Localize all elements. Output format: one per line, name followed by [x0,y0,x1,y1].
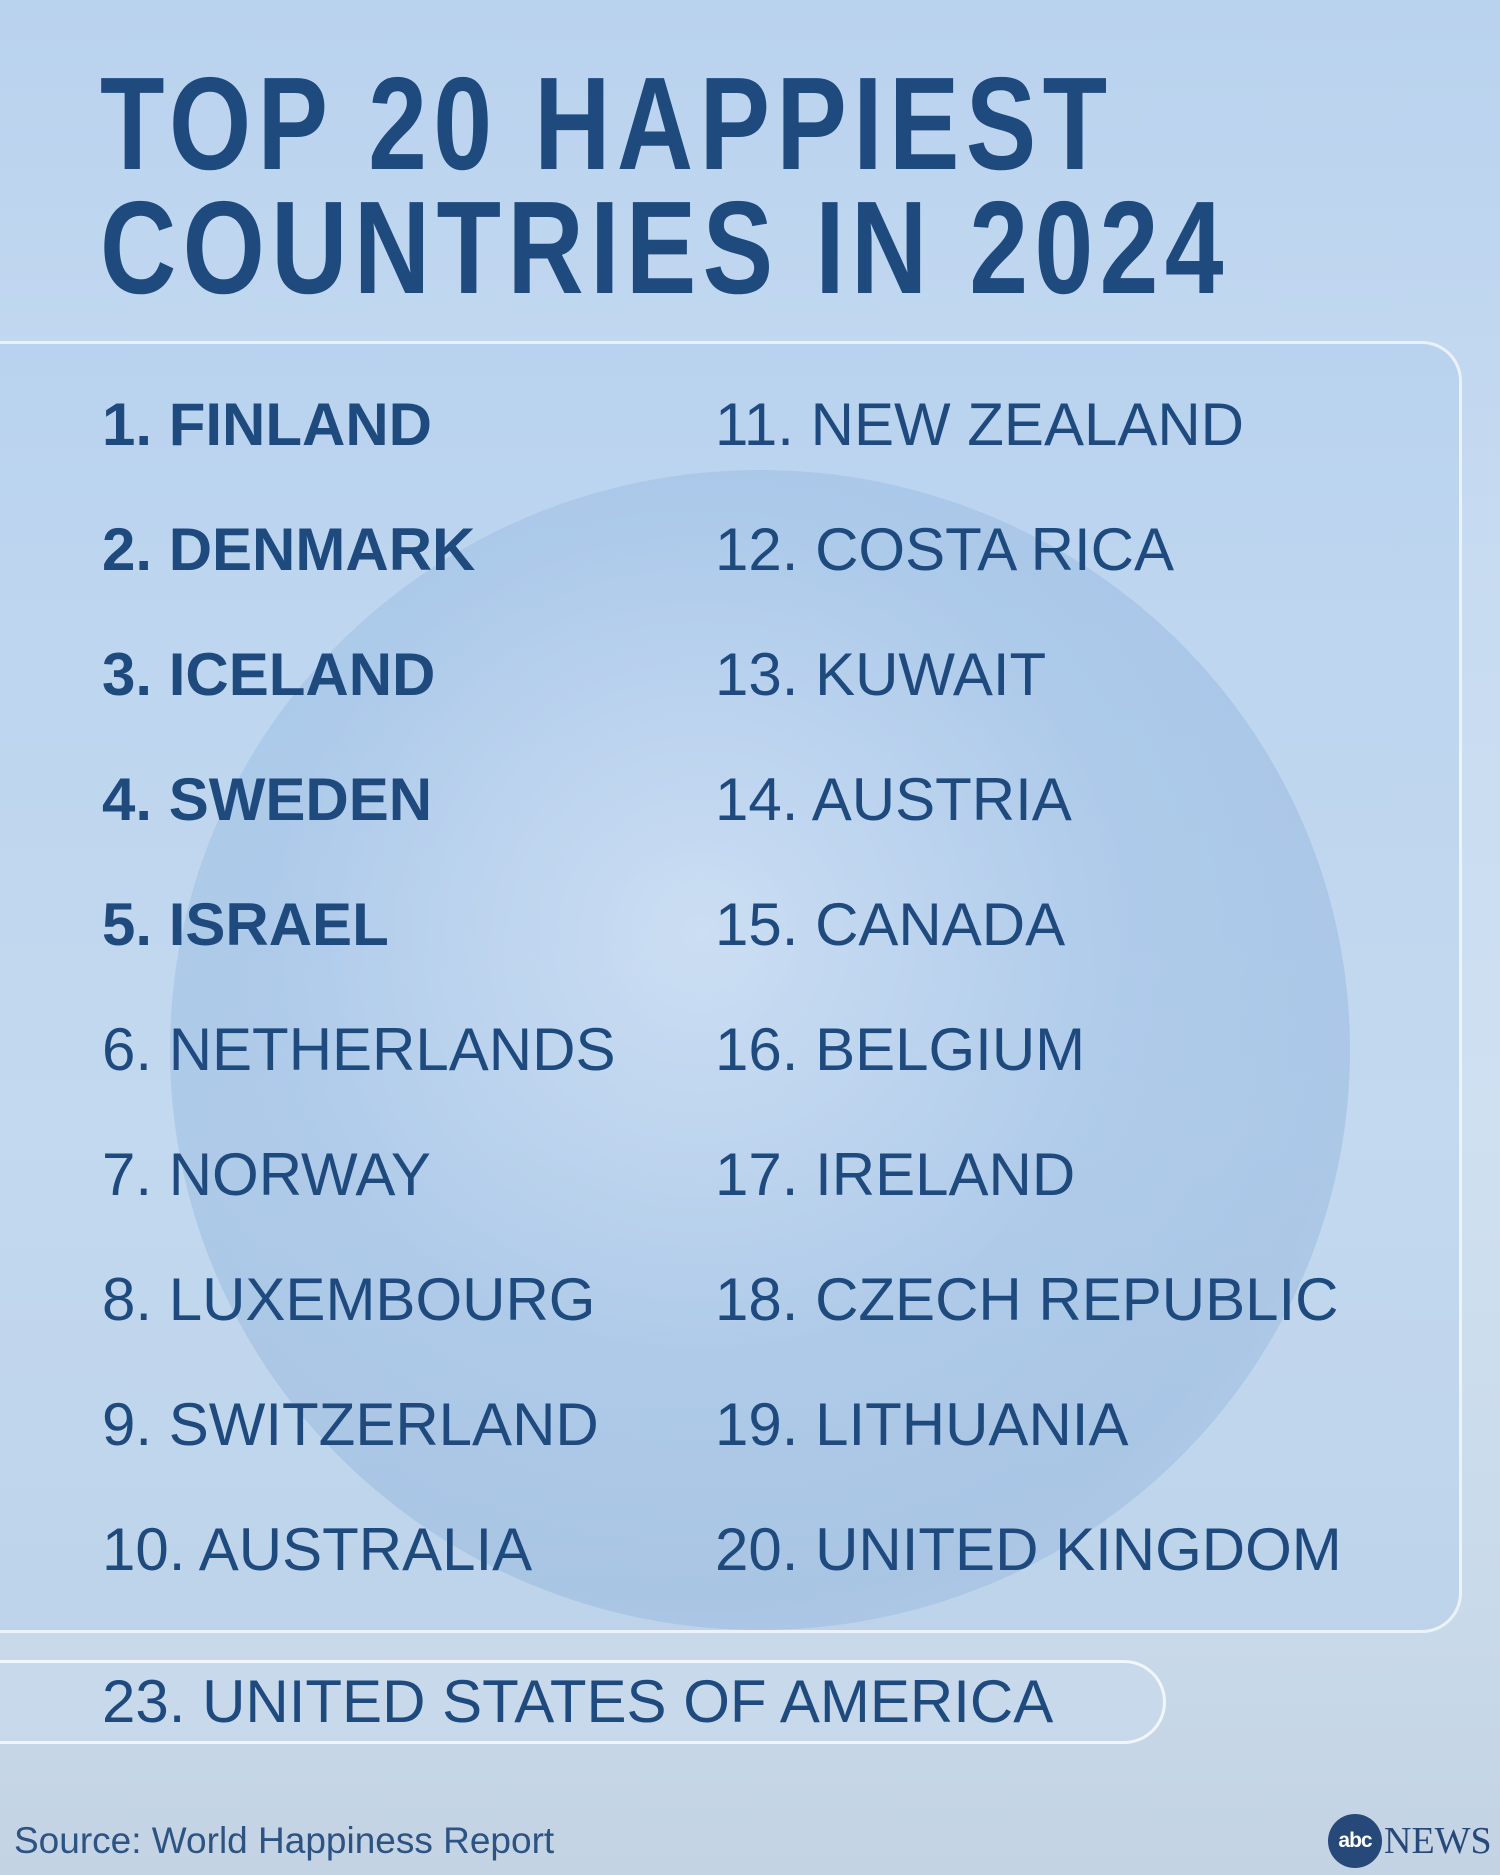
rankings-panel [0,341,1462,1633]
ranking-item: 18. CZECH REPUBLIC [715,1266,1339,1333]
ranking-item: 3. ICELAND [102,641,436,708]
ranking-item: 13. KUWAIT [715,641,1047,708]
news-logo-text: NEWS [1384,1820,1492,1862]
abc-news-logo: abc NEWS [1328,1814,1492,1868]
ranking-item: 2. DENMARK [102,516,476,583]
ranking-item: 11. NEW ZEALAND [715,391,1245,458]
highlight-pill [0,1660,1166,1744]
ranking-item: 10. AUSTRALIA [102,1516,533,1583]
ranking-item: 15. CANADA [715,891,1066,958]
ranking-item: 7. NORWAY [102,1141,431,1208]
abc-logo-mark: abc [1328,1814,1382,1868]
ranking-item: 4. SWEDEN [102,766,433,833]
ranking-item: 1. FINLAND [102,391,432,458]
ranking-item: 20. UNITED KINGDOM [715,1516,1342,1583]
highlight-usa: 23. UNITED STATES OF AMERICA [102,1668,1054,1735]
ranking-item: 14. AUSTRIA [715,766,1072,833]
page-title: TOP 20 HAPPIEST COUNTRIES IN 2024 [100,50,1230,321]
ranking-item: 12. COSTA RICA [715,516,1175,583]
globe-image [170,470,1350,1630]
ranking-item: 19. LITHUANIA [715,1391,1129,1458]
ranking-item: 9. SWITZERLAND [102,1391,599,1458]
ranking-item: 17. IRELAND [715,1141,1076,1208]
source-note: Source: World Happiness Report [14,1820,555,1861]
ranking-item: 5. ISRAEL [102,891,389,958]
title-line-1: TOP 20 HAPPIEST [100,50,1114,197]
title-line-2: COUNTRIES IN 2024 [100,174,1230,321]
ranking-item: 16. BELGIUM [715,1016,1086,1083]
ranking-item: 6. NETHERLANDS [102,1016,616,1083]
ranking-item: 8. LUXEMBOURG [102,1266,596,1333]
